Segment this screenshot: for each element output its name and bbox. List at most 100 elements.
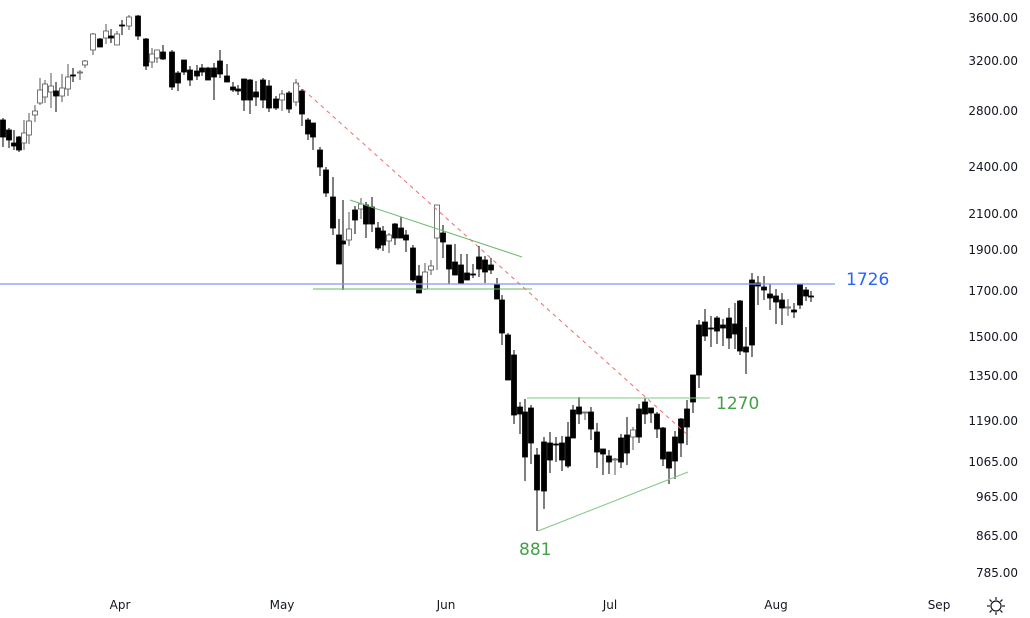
label-881: 881: [519, 540, 552, 560]
y-tick-label: 3600.00: [968, 11, 1018, 25]
y-tick-label: 1500.00: [968, 330, 1018, 344]
candle: [169, 51, 175, 88]
candle: [363, 204, 369, 225]
candle: [211, 67, 217, 78]
candle: [678, 418, 684, 444]
y-tick-label: 865.00: [976, 529, 1018, 543]
candle: [470, 273, 476, 276]
candle: [42, 83, 48, 98]
candle: [767, 293, 773, 299]
candle: [181, 59, 187, 73]
candle: [386, 234, 392, 242]
candle: [791, 309, 797, 313]
candle: [499, 299, 505, 334]
candle: [511, 354, 517, 416]
rising-support-line[interactable]: [537, 471, 689, 532]
candle: [410, 247, 416, 281]
candle: [224, 75, 230, 83]
candle: [260, 79, 266, 101]
candle: [482, 259, 488, 273]
candle: [392, 223, 398, 239]
candle: [103, 30, 109, 39]
candle: [336, 234, 342, 265]
candle: [570, 409, 576, 439]
y-tick-label: 1190.00: [968, 414, 1018, 428]
candle: [528, 407, 534, 444]
candle: [743, 346, 749, 353]
candle: [352, 209, 358, 221]
candle: [37, 89, 43, 104]
candle: [708, 327, 714, 330]
candle: [108, 35, 114, 39]
y-tick-label: 1350.00: [968, 369, 1018, 383]
candle: [618, 437, 624, 463]
candle: [422, 271, 428, 290]
candle: [175, 72, 181, 84]
candle: [684, 408, 690, 428]
candle: [672, 436, 678, 462]
x-tick-label: Jul: [602, 598, 618, 612]
candle: [464, 272, 470, 281]
candle: [488, 264, 494, 271]
candle: [205, 67, 211, 81]
candle: [726, 317, 732, 339]
candle: [690, 374, 696, 403]
candle: [82, 60, 88, 66]
candle: [452, 261, 458, 276]
candle: [808, 295, 814, 298]
candle: [247, 79, 253, 101]
candle: [135, 15, 141, 37]
candle: [732, 323, 738, 335]
x-tick-label: May: [269, 598, 295, 612]
candle: [654, 413, 660, 430]
x-tick-label: Aug: [764, 598, 788, 612]
candlestick-series: [0, 15, 814, 531]
y-tick-label: 2100.00: [968, 207, 1018, 221]
candle: [273, 98, 279, 109]
candle: [440, 232, 446, 243]
candle: [199, 67, 205, 73]
candle: [517, 406, 523, 415]
candle: [369, 206, 375, 225]
candle: [119, 24, 125, 27]
candle: [16, 136, 22, 151]
candle: [194, 70, 200, 77]
candle: [458, 264, 464, 284]
candle: [11, 142, 17, 147]
candle: [26, 120, 32, 136]
candle: [253, 91, 259, 98]
downtrend-dashed-line[interactable]: [296, 83, 691, 438]
candle: [90, 33, 96, 51]
candle: [317, 149, 323, 168]
candle: [779, 299, 785, 309]
candle: [65, 76, 71, 90]
candle: [230, 86, 236, 91]
candle: [547, 442, 553, 461]
candle: [403, 234, 409, 241]
candle: [114, 33, 120, 46]
candle: [588, 411, 594, 430]
x-tick-label: Apr: [109, 598, 131, 612]
candle: [720, 324, 726, 329]
triangle-upper-line[interactable]: [349, 199, 523, 258]
candle: [310, 122, 316, 138]
candle: [32, 110, 38, 116]
candle: [299, 90, 305, 115]
candle: [476, 256, 482, 270]
label-1726: 1726: [846, 270, 890, 290]
x-tick-label: Jun: [436, 598, 456, 612]
candle: [266, 85, 272, 109]
candle: [612, 458, 618, 461]
candle: [398, 227, 404, 239]
x-tick-label: Sep: [927, 598, 951, 612]
candle: [737, 300, 743, 352]
y-tick-label: 1700.00: [968, 284, 1018, 298]
candle: [126, 16, 132, 27]
candle: [53, 90, 59, 97]
candle: [346, 228, 352, 241]
candle: [0, 119, 6, 138]
candle: [666, 451, 672, 469]
settings-gear-icon[interactable]: [986, 596, 1006, 616]
candle: [187, 69, 193, 81]
